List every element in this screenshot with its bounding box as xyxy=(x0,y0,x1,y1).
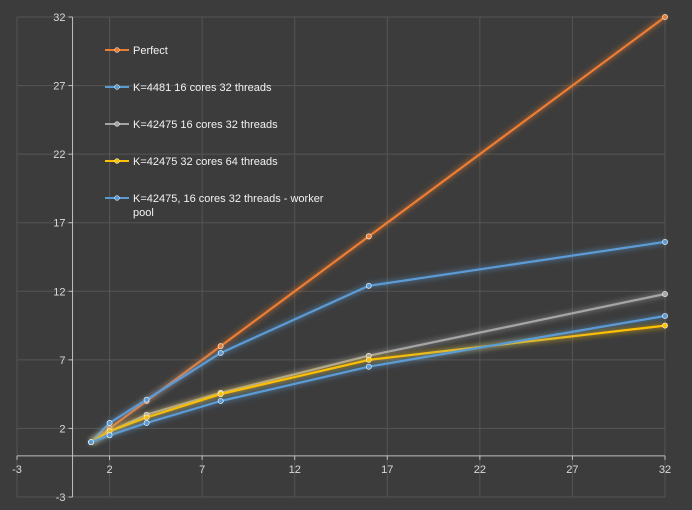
series-5 xyxy=(88,313,668,446)
data-point xyxy=(365,356,372,363)
data-point xyxy=(365,282,372,289)
x-tick-label: 17 xyxy=(381,464,393,476)
legend-item-4: K=42475 32 cores 64 threads xyxy=(105,156,278,168)
legend-item-5: K=42475, 16 cores 32 threads - worker poo… xyxy=(105,193,324,219)
gridlines xyxy=(16,16,666,498)
legend-swatch-marker xyxy=(114,195,120,201)
data-point xyxy=(106,420,113,426)
legend-swatch-marker xyxy=(114,158,120,164)
legend-label: pool xyxy=(133,207,154,219)
y-tick-label: 32 xyxy=(53,12,65,24)
data-point xyxy=(365,363,372,370)
legend-item-3: K=42475 16 cores 32 threads xyxy=(105,119,278,131)
y-tick-label: 12 xyxy=(53,286,65,298)
data-point xyxy=(217,350,224,356)
series-line xyxy=(90,324,666,444)
data-point xyxy=(217,391,224,398)
series-line xyxy=(90,240,666,443)
legend-swatch-marker xyxy=(114,47,120,53)
data-point xyxy=(662,239,668,245)
x-tick-label: 2 xyxy=(107,464,113,476)
data-point xyxy=(217,398,224,404)
legend-label: K=42475 16 cores 32 threads xyxy=(133,119,278,131)
legend-label: K=4481 16 cores 32 threads xyxy=(133,82,272,94)
data-point xyxy=(143,414,150,421)
y-tick-label: -3 xyxy=(56,492,66,504)
y-tick-label: 2 xyxy=(59,423,65,435)
series-4 xyxy=(88,322,668,446)
x-tick-label: 12 xyxy=(289,464,301,476)
x-tick-label: 27 xyxy=(566,464,578,476)
data-point xyxy=(217,343,224,350)
data-point xyxy=(662,291,668,297)
y-tick-label: 22 xyxy=(53,149,65,161)
data-point xyxy=(662,322,668,329)
legend-swatch-marker xyxy=(114,121,120,127)
y-tick-label: 17 xyxy=(53,218,65,230)
legend-label: K=42475, 16 cores 32 threads - worker xyxy=(133,193,324,205)
x-tick-label: 32 xyxy=(659,464,671,476)
series-2 xyxy=(88,239,668,446)
data-point xyxy=(143,396,150,403)
series-group xyxy=(88,14,668,446)
data-point xyxy=(106,432,113,439)
x-tick-label: -3 xyxy=(12,464,22,476)
y-tick-label: 27 xyxy=(53,81,65,93)
legend-label: Perfect xyxy=(133,45,168,57)
x-tick-label: 7 xyxy=(199,464,205,476)
legend-item-1: Perfect xyxy=(105,45,168,57)
series-line xyxy=(90,16,666,443)
legend-label: K=42475 32 cores 64 threads xyxy=(133,156,278,168)
data-point xyxy=(662,14,668,20)
data-point xyxy=(143,420,150,426)
legend-swatch-marker xyxy=(114,84,120,90)
legend-item-2: K=4481 16 cores 32 threads xyxy=(105,82,272,94)
legend: Perfect K=4481 16 cores 32 threads K=42475… xyxy=(105,45,324,219)
x-tick-label: 22 xyxy=(474,464,486,476)
y-tick-label: 7 xyxy=(59,355,65,367)
data-point xyxy=(88,439,94,446)
data-point xyxy=(365,233,372,240)
axes xyxy=(16,16,666,498)
data-point xyxy=(662,313,668,319)
series-line xyxy=(90,314,666,444)
